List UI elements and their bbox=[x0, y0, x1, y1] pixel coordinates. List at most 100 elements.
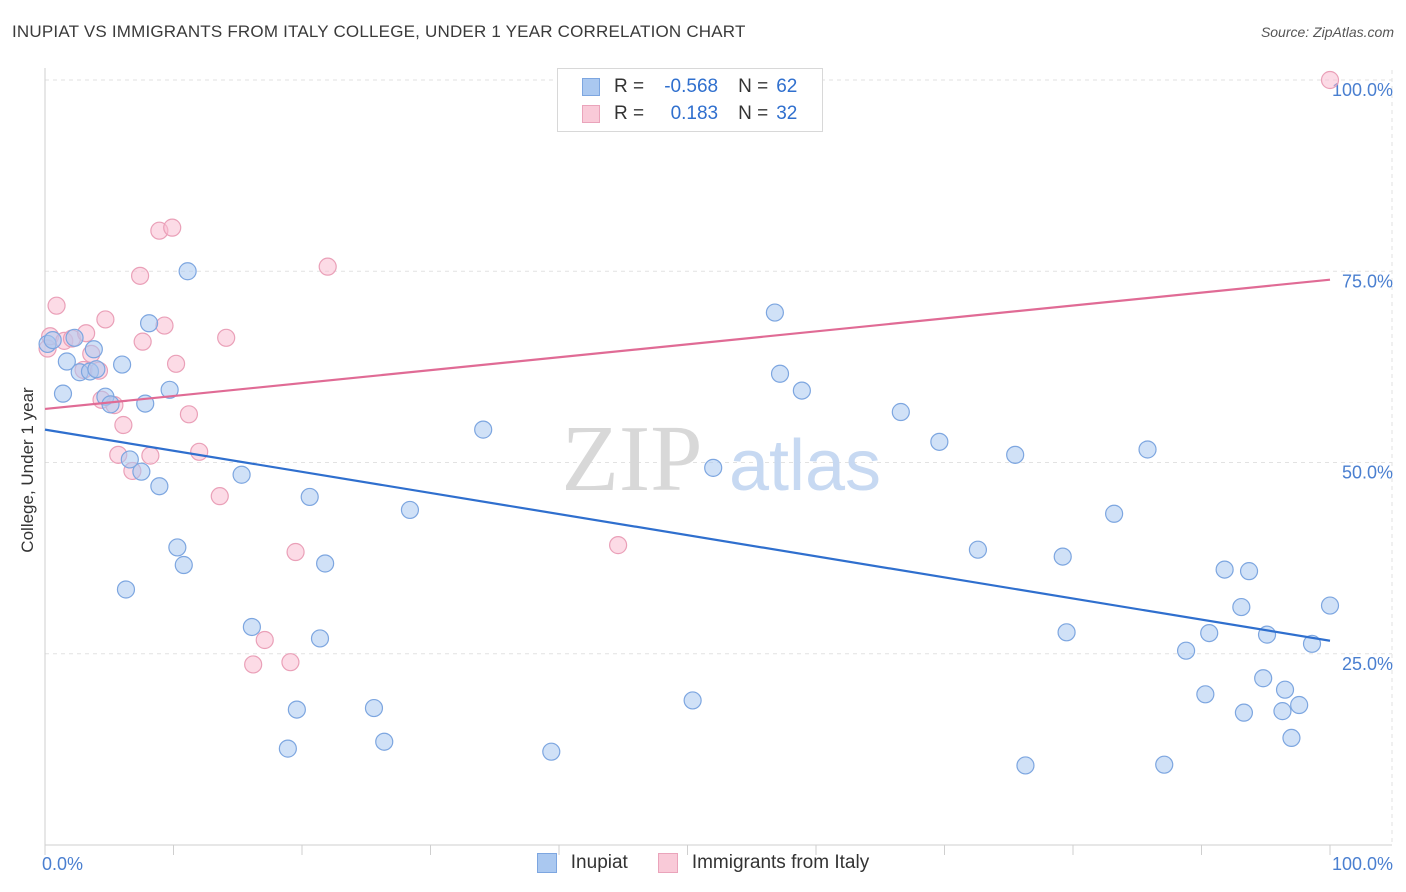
point-inupiat bbox=[1176, 641, 1196, 660]
point-italy bbox=[179, 405, 199, 424]
point-inupiat bbox=[891, 402, 910, 422]
chart-title: INUPIAT VS IMMIGRANTS FROM ITALY COLLEGE… bbox=[12, 22, 746, 41]
point-inupiat bbox=[364, 698, 384, 718]
point-inupiat bbox=[1232, 597, 1251, 617]
y-axis-label: College, Under 1 year bbox=[18, 387, 37, 553]
tick-labels: 25.0% 50.0% 75.0% 100.0% 0.0% 100.0% bbox=[42, 80, 1393, 874]
point-inupiat bbox=[542, 742, 561, 761]
point-inupiat bbox=[43, 331, 62, 350]
point-inupiat bbox=[57, 352, 76, 371]
point-inupiat bbox=[287, 700, 306, 719]
point-inupiat bbox=[232, 465, 251, 484]
point-italy bbox=[141, 446, 160, 465]
point-inupiat bbox=[930, 432, 949, 451]
point-inupiat bbox=[300, 487, 319, 507]
series-immigrants-from-italy bbox=[38, 70, 1340, 674]
point-inupiat bbox=[1275, 680, 1295, 699]
point-inupiat bbox=[683, 691, 702, 710]
legend-row-italy: R = 0.183 N = 32 bbox=[558, 101, 797, 127]
legend-swatch-blue bbox=[536, 853, 557, 873]
point-italy bbox=[47, 296, 66, 315]
point-inupiat bbox=[792, 381, 811, 400]
point-inupiat bbox=[87, 360, 106, 379]
point-inupiat bbox=[1006, 445, 1025, 464]
legend-n-value: 62 bbox=[776, 76, 798, 97]
point-inupiat bbox=[139, 314, 159, 333]
point-inupiat bbox=[1138, 440, 1157, 459]
point-inupiat bbox=[101, 395, 120, 414]
point-italy bbox=[133, 332, 152, 351]
point-italy bbox=[1320, 70, 1340, 90]
point-italy bbox=[130, 266, 150, 285]
point-inupiat bbox=[1215, 560, 1234, 579]
point-inupiat bbox=[310, 629, 330, 648]
source-label: Source: ZipAtlas.com bbox=[1260, 24, 1394, 40]
point-inupiat bbox=[1155, 755, 1174, 774]
point-italy bbox=[166, 354, 186, 373]
legend-n-value: 32 bbox=[776, 103, 798, 124]
legend-n-label: N = bbox=[738, 76, 769, 97]
point-inupiat bbox=[112, 355, 132, 374]
point-inupiat bbox=[168, 538, 187, 557]
point-inupiat bbox=[242, 617, 261, 637]
watermark: ZIP atlas bbox=[562, 407, 882, 511]
point-italy bbox=[217, 328, 236, 347]
point-inupiat bbox=[1320, 596, 1340, 615]
point-inupiat bbox=[1016, 756, 1035, 775]
series-legend: Inupiat Immigrants from Italy bbox=[0, 852, 1406, 874]
point-italy bbox=[286, 542, 305, 562]
point-inupiat bbox=[1105, 504, 1124, 523]
legend-r-value: -0.568 bbox=[664, 76, 719, 97]
y-tick-label: 100.0% bbox=[1332, 80, 1393, 100]
point-inupiat bbox=[1234, 703, 1254, 722]
point-inupiat bbox=[400, 500, 420, 520]
legend-item-inupiat: Inupiat bbox=[536, 852, 628, 874]
point-italy bbox=[163, 218, 182, 237]
legend-label-inupiat: Inupiat bbox=[570, 852, 628, 873]
point-inupiat bbox=[84, 340, 103, 359]
y-tick-label: 25.0% bbox=[1342, 654, 1393, 674]
point-inupiat bbox=[65, 328, 84, 347]
point-inupiat bbox=[178, 262, 197, 281]
series-inupiat bbox=[38, 262, 1340, 775]
point-italy bbox=[210, 487, 229, 506]
point-inupiat bbox=[1239, 562, 1259, 581]
point-inupiat bbox=[1053, 547, 1072, 566]
point-inupiat bbox=[1254, 669, 1273, 688]
legend-row-inupiat: R = -0.568 N = 62 bbox=[558, 74, 797, 100]
legend-swatch-pink bbox=[657, 853, 678, 873]
point-inupiat bbox=[132, 462, 151, 481]
point-inupiat bbox=[1273, 702, 1292, 721]
legend-swatch-blue bbox=[582, 78, 600, 96]
point-italy bbox=[96, 310, 115, 329]
legend-swatch-pink bbox=[582, 105, 600, 123]
point-inupiat bbox=[116, 580, 136, 599]
point-inupiat bbox=[968, 540, 988, 559]
point-italy bbox=[114, 415, 133, 435]
trend-lines bbox=[44, 278, 1331, 642]
gridlines bbox=[45, 70, 1393, 845]
point-italy bbox=[155, 316, 174, 335]
point-italy bbox=[190, 442, 209, 461]
legend-label-italy: Immigrants from Italy bbox=[691, 852, 870, 873]
point-inupiat bbox=[770, 364, 790, 383]
point-inupiat bbox=[1290, 695, 1309, 715]
point-inupiat bbox=[53, 384, 73, 403]
point-italy bbox=[255, 630, 274, 650]
point-inupiat bbox=[1282, 728, 1301, 748]
x-tick-label: 0.0% bbox=[42, 854, 83, 874]
point-inupiat bbox=[474, 420, 493, 439]
trend-line-italy bbox=[44, 278, 1331, 411]
point-inupiat bbox=[765, 303, 784, 322]
point-italy bbox=[318, 257, 337, 276]
y-tick-label: 75.0% bbox=[1342, 271, 1393, 291]
legend-item-italy: Immigrants from Italy bbox=[657, 852, 870, 874]
point-inupiat bbox=[278, 739, 297, 758]
point-italy bbox=[609, 536, 628, 555]
point-inupiat bbox=[150, 477, 169, 496]
trend-line-inupiat bbox=[44, 428, 1331, 642]
x-tick-label: 100.0% bbox=[1332, 854, 1393, 874]
legend-r-label: R = bbox=[614, 103, 645, 124]
point-inupiat bbox=[704, 458, 723, 477]
